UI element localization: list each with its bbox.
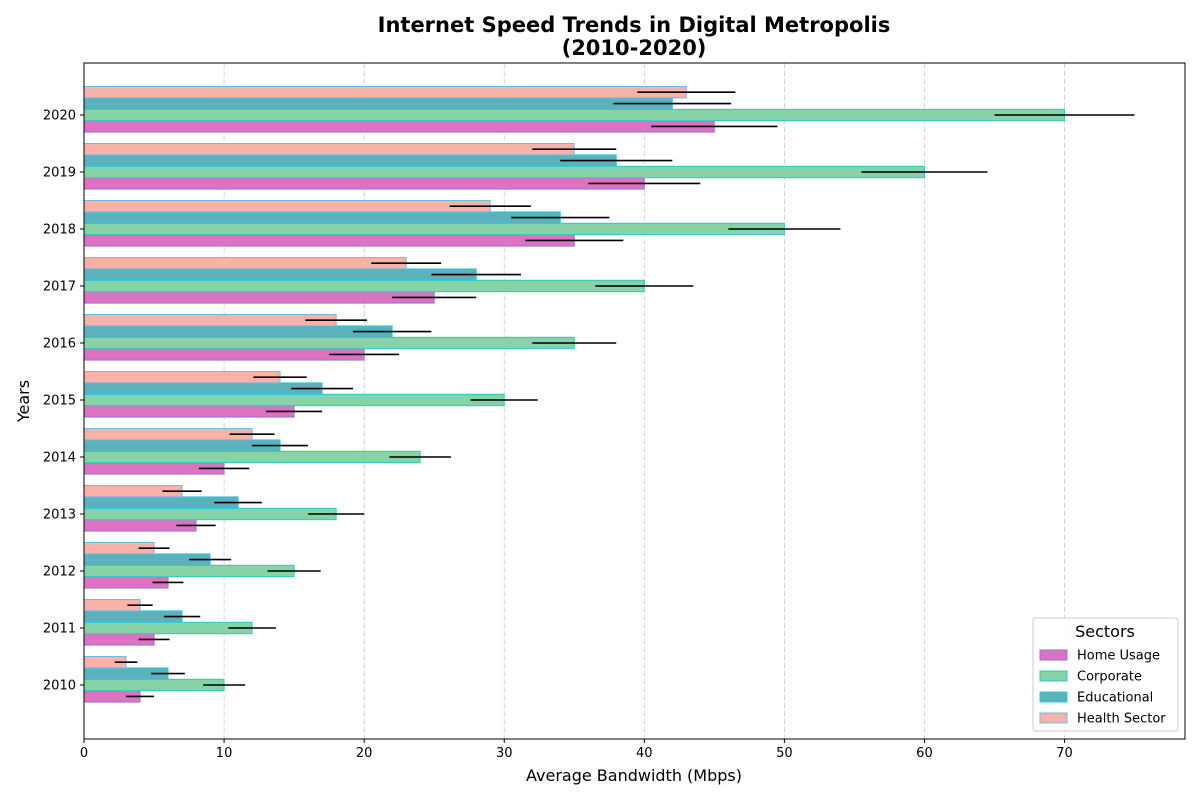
bar <box>83 200 491 213</box>
y-tick-label: 2019 <box>43 166 76 181</box>
bar <box>83 268 477 281</box>
bar <box>83 234 575 247</box>
bar <box>83 348 365 361</box>
y-tick-label: 2011 <box>43 622 76 637</box>
y-tick-label: 2016 <box>43 337 76 352</box>
plot-frame <box>83 62 1186 740</box>
y-tick-label: 2012 <box>43 565 76 580</box>
bar <box>83 382 323 395</box>
legend: Sectors Home Usage Corporate Educational He… <box>1032 617 1179 732</box>
y-tick-label: 2017 <box>43 280 76 295</box>
bar <box>83 86 687 99</box>
x-tick-label: 50 <box>776 746 793 761</box>
bar <box>83 393 505 407</box>
bar <box>83 336 575 350</box>
x-tick-label: 60 <box>916 746 933 761</box>
x-axis-ticks: 0 10 20 30 40 50 60 70 <box>80 739 1073 761</box>
y-tick-label: 2013 <box>43 508 76 523</box>
legend-swatch <box>1039 649 1068 661</box>
bar <box>83 177 645 190</box>
bar <box>83 222 785 236</box>
legend-label: Home Usage <box>1077 649 1160 664</box>
legend-swatch <box>1039 691 1068 703</box>
y-tick-label: 2020 <box>43 109 76 124</box>
legend-box <box>1032 617 1179 732</box>
legend-swatch <box>1039 670 1068 682</box>
bar <box>83 279 645 293</box>
x-tick-label: 70 <box>1056 746 1073 761</box>
x-tick-label: 0 <box>80 746 88 761</box>
chart-title-line2: (2010-2020) <box>562 36 707 60</box>
legend-title: Sectors <box>1075 622 1135 641</box>
bar <box>83 291 435 304</box>
x-tick-label: 20 <box>356 746 373 761</box>
bar <box>83 371 281 384</box>
x-tick-label: 40 <box>636 746 653 761</box>
bar <box>83 108 1066 122</box>
y-axis-ticks: 2010 2011 2012 2013 2014 2015 2016 2017 2018 2019… <box>43 109 84 694</box>
chart-title-line1: Internet Speed Trends in Digital Metropo… <box>378 13 891 37</box>
bar <box>83 154 617 167</box>
bar <box>83 211 561 224</box>
bar <box>83 507 337 521</box>
legend-label: Corporate <box>1077 670 1142 685</box>
y-tick-label: 2018 <box>43 223 76 238</box>
bar <box>83 97 673 110</box>
bar <box>83 325 393 338</box>
x-axis-label: Average Bandwidth (Mbps) <box>526 766 742 785</box>
y-tick-label: 2010 <box>43 679 76 694</box>
y-axis-label: Years <box>14 380 33 423</box>
bar <box>83 621 253 635</box>
legend-label: Educational <box>1077 691 1153 706</box>
bar <box>83 314 337 327</box>
bar <box>83 450 421 464</box>
y-tick-label: 2015 <box>43 394 76 409</box>
error-bars <box>114 91 1135 698</box>
bar <box>83 120 715 133</box>
bar <box>83 165 925 179</box>
x-tick-label: 30 <box>496 746 513 761</box>
legend-swatch <box>1039 712 1068 724</box>
bar <box>83 257 407 270</box>
legend-items: Home Usage Corporate Educational Health Sec… <box>1039 649 1166 727</box>
bar <box>83 439 281 452</box>
bars <box>83 86 1066 703</box>
bar <box>83 428 253 441</box>
bar <box>83 143 575 156</box>
legend-label: Health Sector <box>1077 712 1166 727</box>
bar <box>83 564 295 578</box>
bar <box>83 405 295 418</box>
x-tick-label: 10 <box>216 746 233 761</box>
y-tick-label: 2014 <box>43 451 76 466</box>
